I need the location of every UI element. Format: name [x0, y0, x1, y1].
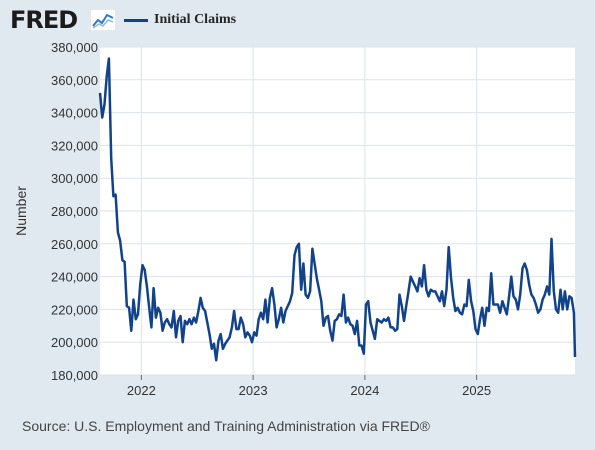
trend-line-icon [90, 9, 116, 31]
y-tick-label: 360,000 [51, 73, 98, 88]
chart: 180,000 200,000 220,000 240,000 260,000 280,0… [13, 40, 577, 398]
y-tick-label: 380,000 [51, 40, 98, 55]
x-tick-label: 2023 [239, 383, 268, 398]
fred-logo[interactable]: FRED [10, 6, 78, 34]
y-tick-label: 240,000 [51, 270, 98, 285]
chart-header: FRED Initial Claims [10, 6, 590, 34]
y-tick-label: 260,000 [51, 237, 98, 252]
y-tick-label: 340,000 [51, 106, 98, 121]
legend-swatch [124, 19, 148, 22]
y-tick-label: 300,000 [51, 171, 98, 186]
y-tick-label: 200,000 [51, 335, 98, 350]
y-tick-label: 220,000 [51, 302, 98, 317]
x-tick-label: 2022 [127, 383, 156, 398]
y-tick-label: 180,000 [51, 368, 98, 383]
source-note: Source: U.S. Employment and Training Adm… [22, 418, 430, 434]
y-tick-label: 320,000 [51, 138, 98, 153]
series-line-initial-claims[interactable] [98, 57, 577, 362]
x-tick-label: 2025 [462, 383, 491, 398]
x-axis: 2022 2023 2024 2025 [127, 375, 491, 398]
y-tick-label: 280,000 [51, 204, 98, 219]
gridlines [100, 46, 575, 376]
x-tick-label: 2024 [350, 383, 379, 398]
y-axis: 180,000 200,000 220,000 240,000 260,000 280,0… [51, 40, 98, 383]
y-axis-label: Number [13, 186, 29, 236]
legend-label: Initial Claims [154, 12, 237, 27]
